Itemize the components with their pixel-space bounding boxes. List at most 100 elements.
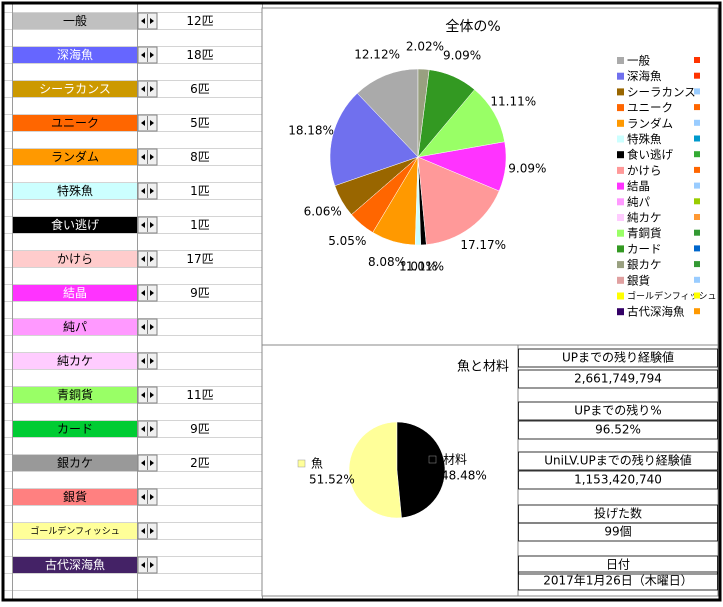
legend-label: 銀カケ <box>627 258 662 272</box>
stats-text: UPまでの残り経験値 <box>562 350 674 365</box>
stats-cell <box>518 348 718 368</box>
fish-count: 1匹 <box>190 184 210 198</box>
legend-marker <box>694 198 700 205</box>
name-cell <box>13 557 137 573</box>
fish-name: 結晶 <box>63 286 87 300</box>
fish-count: 9匹 <box>190 286 210 300</box>
legend-label: 魚 <box>311 457 323 471</box>
name-cell <box>13 217 137 233</box>
data-label: 18.18% <box>288 124 334 138</box>
stats-cell <box>518 522 718 542</box>
legend-swatch <box>617 276 624 284</box>
fish-name: 食い逃げ <box>51 217 99 232</box>
stats-cell <box>518 369 718 389</box>
data-label: 11.11% <box>490 95 536 109</box>
spinner-arrow <box>141 86 154 92</box>
pie-slice <box>356 68 419 158</box>
fish-name: シーラカンス <box>39 82 111 96</box>
stats-area <box>517 344 719 597</box>
name-cell <box>13 285 137 301</box>
spinner-arrow <box>141 562 154 568</box>
fish-name: 銀カケ <box>57 456 93 470</box>
legend-label: 純カケ <box>627 211 662 225</box>
fish-count: 11匹 <box>186 388 213 402</box>
legend-label: 結晶 <box>627 179 650 193</box>
legend-swatch <box>617 166 624 174</box>
fish-count: 6匹 <box>190 82 210 96</box>
name-cell <box>13 319 137 335</box>
fish-name: カード <box>57 422 93 436</box>
data-label: 6.06% <box>304 205 342 219</box>
spinner-arrow <box>141 494 154 500</box>
legend-marker <box>694 214 700 220</box>
data-label: 1.01% <box>406 259 444 273</box>
data-label: 9.09% <box>443 49 481 63</box>
data-label: 1.01% <box>399 260 437 274</box>
data-label: 51.52% <box>309 473 355 487</box>
spinner-arrow <box>141 18 154 24</box>
fish-count: 1匹 <box>190 218 210 232</box>
pie-slice <box>348 421 402 519</box>
legend-marker <box>694 57 700 63</box>
fish-count: 17匹 <box>186 252 213 266</box>
stats-text: 96.52% <box>595 423 641 437</box>
legend-label: 深海魚 <box>627 69 662 83</box>
stats-text: 2017年1月26日（木曜日） <box>543 574 692 588</box>
spinner-arrow <box>141 52 154 58</box>
pie-slice <box>396 421 446 519</box>
name-cell <box>13 13 137 29</box>
spinner-arrow <box>141 392 154 398</box>
legend-swatch <box>617 198 624 206</box>
legend-swatch <box>617 182 624 190</box>
legend-label: かけら <box>627 163 662 177</box>
legend-swatch <box>617 135 624 143</box>
data-label: 5.05% <box>328 234 366 248</box>
legend-marker <box>694 245 700 252</box>
legend-swatch <box>617 308 624 316</box>
legend-label: 一般 <box>627 54 650 68</box>
spinner-arrow <box>141 290 154 296</box>
legend-swatch <box>617 229 624 237</box>
stats-cell <box>518 420 718 440</box>
legend-marker <box>694 229 700 236</box>
fish-name: 古代深海魚 <box>45 557 105 572</box>
legend-swatch <box>428 455 437 464</box>
stats-cell <box>518 571 718 591</box>
data-label: 17.17% <box>460 238 506 252</box>
legend-marker <box>694 135 700 142</box>
legend-marker <box>694 308 700 315</box>
fish-name: 銀貨 <box>63 489 87 504</box>
fish-count: 18匹 <box>186 48 213 62</box>
legend-marker <box>694 88 700 95</box>
legend-marker <box>694 261 700 268</box>
legend-marker <box>694 182 700 189</box>
stats-text: 投げた数 <box>594 506 642 521</box>
data-label: 48.48% <box>441 469 487 483</box>
fish-name: 一般 <box>63 13 87 28</box>
fish-name: 純カケ <box>57 354 93 368</box>
legend-label: ゴールデンフィッシュ <box>627 290 717 302</box>
legend-swatch <box>617 72 624 80</box>
legend-swatch <box>617 292 624 300</box>
stats-cell <box>518 451 718 471</box>
legend-marker <box>694 166 700 173</box>
stats-cell <box>518 555 718 575</box>
name-cell <box>13 47 137 63</box>
stats-text: 1,153,420,740 <box>574 473 662 487</box>
name-cell <box>13 421 137 437</box>
legend-label: シーラカンス <box>627 85 696 99</box>
spinner-arrow <box>141 188 154 194</box>
fish-name: ゴールデンフィッシュ <box>30 525 120 537</box>
legend-marker <box>694 104 700 111</box>
legend-label: 古代深海魚 <box>627 305 685 319</box>
fish-name: 特殊魚 <box>57 183 93 198</box>
spinner-arrow <box>141 460 154 466</box>
legend-label: 純パ <box>627 195 650 209</box>
stats-text: 日付 <box>606 558 630 572</box>
pie-slice <box>417 156 500 245</box>
pie-slice <box>417 68 430 158</box>
legend-label: ユニーク <box>627 101 673 115</box>
spinner-arrow <box>141 222 154 228</box>
